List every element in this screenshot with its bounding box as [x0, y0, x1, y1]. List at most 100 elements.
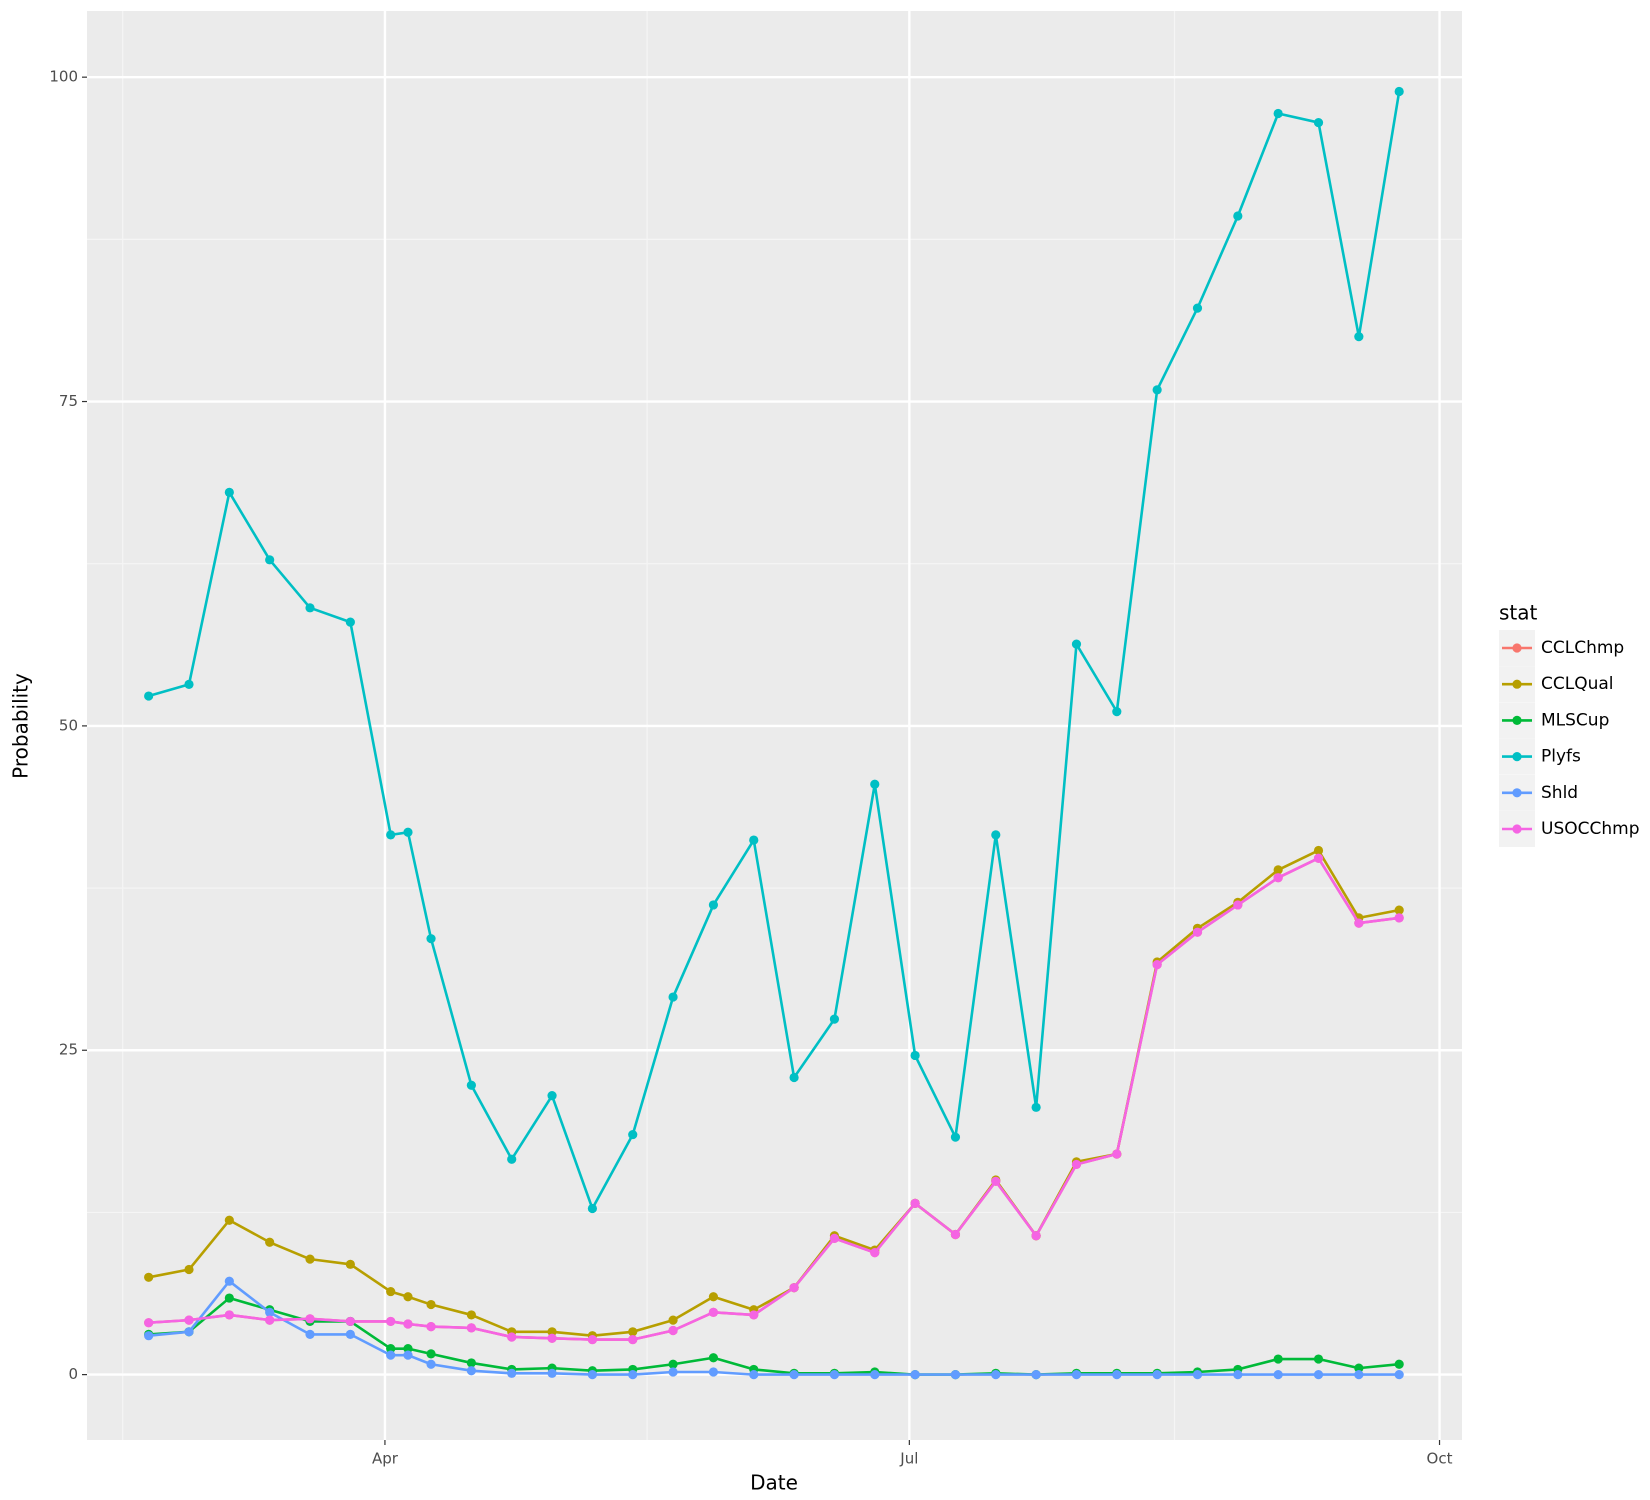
legend-label: Shld — [1541, 783, 1578, 803]
data-point — [345, 617, 355, 627]
data-point — [466, 1323, 476, 1333]
data-point — [305, 1329, 315, 1339]
data-point — [1313, 117, 1324, 128]
data-point — [305, 1314, 315, 1324]
data-point — [789, 1283, 799, 1293]
data-point — [224, 1276, 234, 1286]
data-point — [789, 1072, 799, 1083]
data-point — [1273, 108, 1283, 119]
data-point — [403, 1350, 413, 1360]
data-point — [829, 1370, 840, 1380]
y-tick-label: 25 — [59, 1041, 78, 1059]
data-point — [1273, 1370, 1283, 1380]
data-point — [708, 1353, 719, 1363]
data-point — [184, 1264, 194, 1275]
data-point — [708, 1367, 719, 1377]
data-point — [265, 1315, 275, 1325]
data-point — [507, 1332, 517, 1342]
legend-label: USOCChmp — [1541, 819, 1639, 839]
data-point — [749, 1370, 759, 1380]
x-tick-label: Jul — [899, 1450, 918, 1468]
y-tick-label: 0 — [68, 1365, 78, 1383]
data-point — [1233, 900, 1243, 910]
data-point — [587, 1203, 597, 1214]
data-point — [950, 1132, 961, 1142]
data-point — [1031, 1370, 1041, 1380]
data-point — [144, 1318, 154, 1328]
data-point — [1394, 913, 1404, 923]
legend-label: Plyfs — [1541, 747, 1581, 767]
data-point — [991, 1176, 1001, 1186]
data-point — [547, 1091, 557, 1101]
data-point — [547, 1327, 557, 1337]
data-point — [1394, 86, 1404, 97]
data-point — [345, 1316, 355, 1327]
data-point — [1112, 707, 1122, 717]
legend-label: CCLChmp — [1541, 638, 1624, 658]
data-point — [426, 1322, 436, 1332]
data-point — [991, 830, 1001, 840]
data-point — [628, 1334, 638, 1345]
data-point — [1313, 845, 1324, 856]
data-point — [265, 1237, 275, 1247]
data-point — [184, 1315, 194, 1325]
legend-label: MLSCup — [1541, 710, 1609, 730]
data-point — [345, 1329, 355, 1339]
data-point — [305, 603, 315, 613]
data-point — [466, 1366, 476, 1376]
y-tick-label: 75 — [59, 392, 78, 410]
data-point — [708, 1292, 719, 1302]
data-point — [910, 1198, 920, 1208]
data-point — [265, 555, 275, 565]
data-point — [1313, 853, 1324, 863]
data-point — [144, 1331, 154, 1341]
data-point — [668, 1325, 678, 1336]
data-point — [1394, 1359, 1404, 1369]
legend-title: stat — [1499, 601, 1538, 625]
legend-point — [1512, 643, 1522, 653]
data-point — [1394, 1370, 1404, 1380]
x-axis-title: Date — [750, 1471, 798, 1495]
data-point — [587, 1334, 597, 1345]
data-point — [1233, 1370, 1243, 1380]
data-point — [870, 1370, 880, 1380]
data-point — [1152, 1370, 1162, 1380]
data-point — [224, 1293, 234, 1303]
data-point — [184, 1327, 194, 1337]
data-point — [507, 1154, 517, 1164]
data-point — [668, 1367, 678, 1377]
data-point — [547, 1368, 557, 1378]
data-point — [507, 1368, 517, 1378]
data-point — [668, 1315, 678, 1325]
data-point — [403, 1344, 413, 1354]
data-point — [1354, 332, 1364, 342]
data-point — [403, 1292, 413, 1302]
legend-point — [1512, 824, 1522, 834]
data-point — [386, 1316, 396, 1327]
y-tick-label: 50 — [59, 716, 78, 734]
data-point — [668, 1359, 678, 1369]
data-point — [403, 827, 413, 837]
data-point — [628, 1129, 638, 1140]
data-point — [910, 1050, 920, 1061]
data-point — [870, 1248, 880, 1258]
data-point — [345, 1259, 355, 1269]
legend-point — [1512, 679, 1522, 689]
data-point — [1313, 1354, 1324, 1364]
data-point — [466, 1310, 476, 1320]
data-point — [1031, 1102, 1041, 1112]
data-point — [224, 1215, 234, 1225]
data-point — [224, 1310, 234, 1320]
data-point — [144, 691, 154, 701]
data-point — [587, 1370, 597, 1380]
x-tick-label: Oct — [1427, 1450, 1453, 1468]
data-point — [547, 1333, 557, 1343]
data-point — [628, 1370, 638, 1380]
data-point — [224, 487, 234, 497]
data-point — [426, 1299, 436, 1310]
y-tick-label: 100 — [49, 68, 78, 86]
data-point — [403, 1319, 413, 1329]
data-point — [305, 1254, 315, 1264]
legend-point — [1512, 715, 1522, 726]
